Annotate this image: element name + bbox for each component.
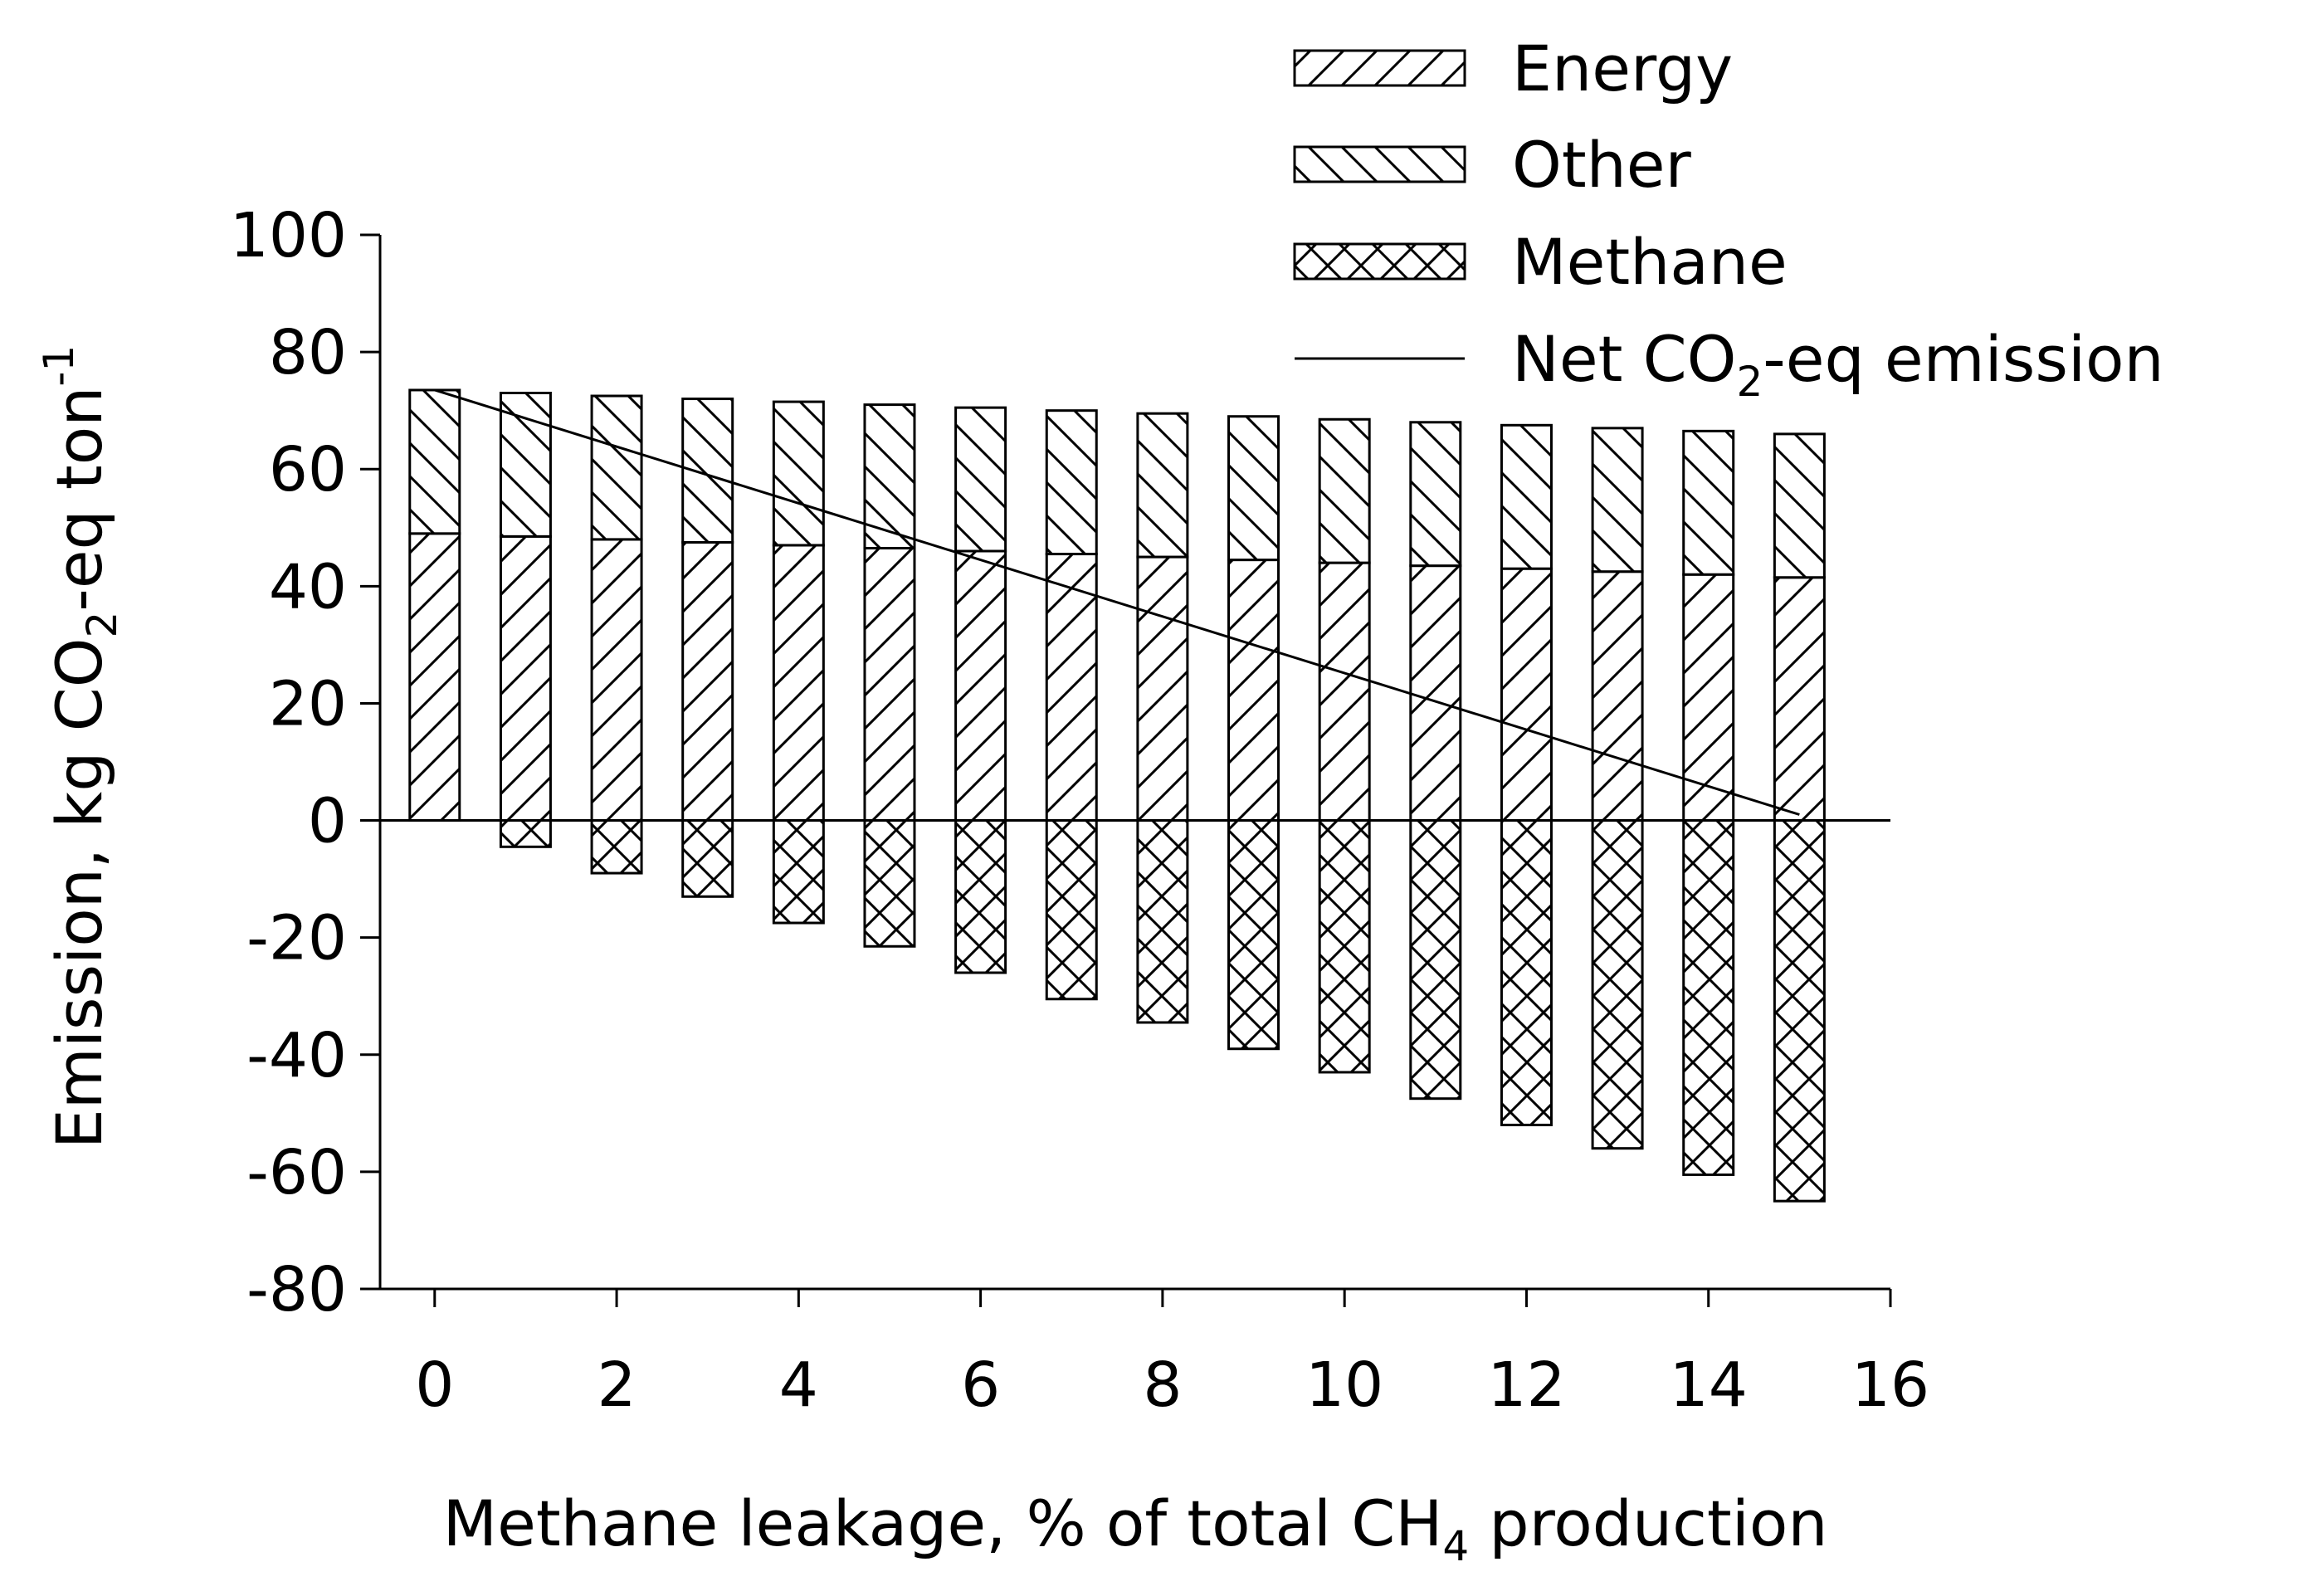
bars-layer (408, 388, 1826, 1203)
bar-energy (863, 546, 916, 822)
bar-energy (590, 538, 643, 822)
bar-other (1045, 409, 1098, 556)
x-tick-label: 0 (415, 1350, 454, 1421)
bar-other (863, 403, 916, 549)
x-title-part: production (1469, 1486, 1827, 1560)
x-tick-label: 2 (598, 1350, 637, 1421)
legend-net-part: -eq emission (1763, 322, 2163, 396)
bar-energy (1136, 555, 1189, 822)
x-tick-label: 16 (1851, 1350, 1929, 1421)
bar-methane (954, 819, 1007, 974)
legend-swatch-energy (1293, 49, 1466, 87)
net-emission-line (434, 388, 1800, 816)
bar-methane (1045, 819, 1098, 1001)
y-tick-label: -40 (246, 1020, 347, 1091)
bar-methane (1227, 819, 1280, 1051)
y-title-part: Emission, kg CO (42, 637, 116, 1149)
y-tick-label: -20 (246, 903, 347, 974)
x-tick-label: 14 (1670, 1350, 1748, 1421)
bar-energy (1500, 567, 1553, 822)
bar-other (408, 388, 461, 535)
y-tick-label: -80 (246, 1254, 347, 1325)
y-title-superscript: -1 (35, 345, 83, 387)
bar-methane (1682, 819, 1735, 1176)
y-title-part: -eq ton (42, 387, 116, 612)
bar-energy (499, 534, 552, 822)
bar-energy (1591, 570, 1644, 822)
bar-other (499, 392, 552, 538)
bar-other (1318, 417, 1371, 564)
x-tick-label: 10 (1305, 1350, 1383, 1421)
y-tick-label: 60 (269, 434, 347, 505)
bar-other (1500, 423, 1553, 570)
bar-methane (1500, 819, 1553, 1126)
x-tick-label: 8 (1143, 1350, 1182, 1421)
bar-methane (1591, 819, 1644, 1150)
legend-label-methane: Methane (1512, 225, 1788, 299)
legend-swatch-other (1293, 145, 1466, 183)
legend-label-energy: Energy (1512, 32, 1733, 105)
bar-methane (1136, 819, 1189, 1024)
legend: Energy Other Methane Net CO2-eq emission (1293, 32, 2164, 406)
y-title-subscript: 2 (78, 612, 126, 638)
x-tick-label: 6 (961, 1350, 1000, 1421)
bar-methane (681, 819, 734, 898)
bar-other (1773, 432, 1826, 579)
y-tick-label: 0 (308, 786, 347, 857)
bar-energy (1318, 561, 1371, 822)
bar-methane (499, 819, 552, 848)
y-tick-label: 80 (269, 317, 347, 388)
bar-energy (1227, 559, 1280, 822)
y-tick-label: -60 (246, 1137, 347, 1208)
bar-energy (772, 544, 825, 822)
bar-other (772, 400, 825, 547)
legend-label-other: Other (1512, 128, 1692, 202)
bar-other (1227, 415, 1280, 562)
legend-net-part: Net CO (1512, 322, 1736, 396)
bar-other (1591, 427, 1644, 573)
y-tick-label: 100 (230, 200, 347, 271)
bar-energy (954, 549, 1007, 822)
net-emission-line-layer (434, 388, 1800, 816)
x-tick-label: 4 (779, 1350, 818, 1421)
y-tick-label: 20 (269, 668, 347, 739)
y-axis-title: Emission, kg CO2-eq ton-1 (35, 345, 126, 1149)
bar-methane (772, 819, 825, 925)
bar-methane (590, 819, 643, 875)
bar-methane (1773, 819, 1826, 1203)
bar-energy (1682, 573, 1735, 822)
legend-label-net-emission: Net CO2-eq emission (1512, 322, 2164, 406)
bar-methane (863, 819, 916, 948)
x-title-subscript: 4 (1442, 1522, 1469, 1570)
bar-energy (681, 540, 734, 822)
bar-methane (1409, 819, 1462, 1101)
legend-net-subscript: 2 (1736, 358, 1763, 406)
bar-energy (1773, 576, 1826, 822)
legend-swatch-methane (1293, 242, 1466, 281)
x-title-part: Methane leakage, % of total CH (443, 1486, 1443, 1560)
bar-other (590, 394, 643, 541)
y-tick-label: 40 (269, 551, 347, 622)
axis-titles: Methane leakage, % of total CH4 producti… (35, 345, 1827, 1570)
bar-energy (408, 532, 461, 822)
bar-methane (1318, 819, 1371, 1074)
bar-energy (1409, 564, 1462, 822)
bar-other (1409, 421, 1462, 568)
bar-other (1682, 429, 1735, 576)
axes-layer: -80 -60 -40 -20 0 20 40 60 80 100 0 2 4 6 8 10 12 14 16 (230, 200, 1929, 1421)
x-axis-title: Methane leakage, % of total CH4 producti… (443, 1486, 1828, 1570)
bar-other (954, 406, 1007, 553)
bar-other (1136, 412, 1189, 559)
x-tick-label: 12 (1487, 1350, 1565, 1421)
